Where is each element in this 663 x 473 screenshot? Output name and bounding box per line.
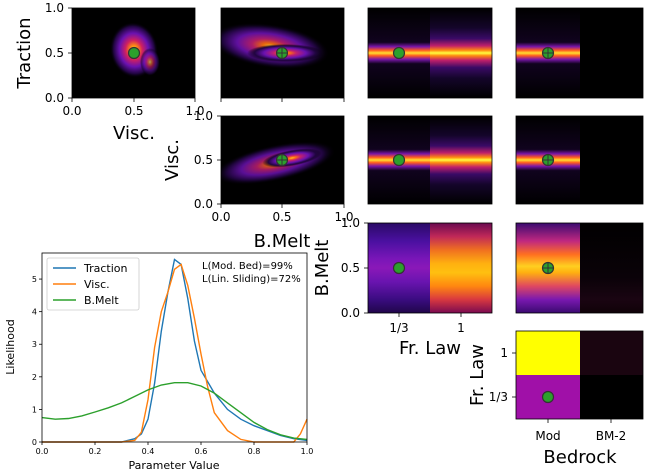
panel-frlaw-bedrock: 1 1/3 Mod BM-2 Bedrock Fr. Law (467, 330, 644, 468)
panel-traction-visc: 1.0 0.5 0.0 0.0 0.5 1.0 Visc. Traction (14, 1, 205, 144)
y-tick-label: 0 (32, 438, 37, 447)
legend-label: B.Melt (84, 294, 119, 307)
y-axis-label: Traction (14, 17, 35, 89)
y-ticks: 0 1 2 3 4 5 (32, 275, 42, 447)
x-tick-label: 0.6 (195, 447, 208, 456)
legend-label: Visc. (84, 278, 110, 291)
y-tick: 1/3 (489, 390, 508, 404)
y-tick: 1.0 (45, 1, 64, 15)
x-tick: 1 (457, 321, 465, 335)
y-tick-label: 5 (32, 275, 37, 284)
x-tick: 0.0 (211, 210, 230, 224)
x-tick: 1.0 (185, 104, 204, 118)
annotation: L(Mod. Bed)=99% (202, 261, 293, 272)
x-tick: 1/3 (389, 321, 408, 335)
series-line-bmelt (41, 382, 308, 441)
y-tick: 0.5 (341, 261, 360, 275)
panel-traction-frlaw (367, 7, 493, 99)
y-tick: 0.5 (194, 153, 213, 167)
panel-bmelt-frlaw: 1.0 0.5 0.0 1/3 1 Fr. Law B.Melt (312, 216, 493, 359)
y-tick: 0.0 (341, 306, 360, 320)
panel-traction-bmelt (220, 7, 345, 99)
y-tick-label: 4 (32, 308, 37, 317)
x-tick-label: 0.2 (89, 447, 102, 456)
panel-visc-frlaw (367, 115, 493, 205)
x-tick-label: 0.8 (248, 447, 261, 456)
x-tick-label: 1.0 (301, 447, 314, 456)
x-axis-label: Fr. Law (399, 338, 461, 359)
x-tick: 0.0 (62, 104, 81, 118)
series-line-traction (42, 258, 308, 443)
best-fit-marker (541, 390, 555, 404)
y-axis-label: Visc. (162, 139, 183, 181)
x-tick: 0.5 (272, 210, 291, 224)
y-tick: 1.0 (341, 216, 360, 230)
y-tick: 1.0 (194, 109, 213, 123)
x-tick-label: 0.4 (142, 447, 155, 456)
y-tick-label: 3 (32, 340, 37, 349)
panel-visc-bmelt: 1.0 0.5 0.0 0.0 0.5 1.0 B.Melt Visc. (162, 109, 354, 252)
y-tick: 0.5 (45, 46, 64, 60)
x-tick: BM-2 (596, 429, 627, 443)
y-tick-label: 1 (32, 405, 37, 414)
legend-label: Traction (83, 262, 128, 275)
y-axis-label: B.Melt (312, 240, 333, 297)
x-axis-label: Visc. (113, 123, 155, 144)
best-fit-marker (127, 46, 141, 60)
x-ticks: 0.0 0.2 0.4 0.6 0.8 1.0 (36, 442, 314, 456)
panel-visc-bedrock (515, 115, 644, 205)
panel-bmelt-bedrock (515, 222, 644, 314)
x-axis-label: Parameter Value (129, 459, 220, 472)
panel-traction-bedrock (515, 7, 644, 99)
y-tick: 1 (500, 346, 508, 360)
best-fit-marker (392, 261, 406, 275)
y-tick: 0.0 (194, 197, 213, 211)
likelihood-chart: 0.0 0.2 0.4 0.6 0.8 1.0 0 1 2 3 4 5 Parameter Valu… (4, 252, 314, 472)
x-tick: Mod (535, 429, 560, 443)
x-tick: 1.0 (334, 210, 353, 224)
annotation: L(Lin. Sliding)=72% (202, 274, 301, 285)
best-fit-marker (392, 153, 406, 167)
y-tick-label: 2 (32, 373, 37, 382)
x-axis-label: Bedrock (543, 447, 617, 468)
best-fit-marker (392, 46, 406, 60)
y-axis-label: Likelihood (4, 319, 17, 374)
legend: Traction Visc. B.Melt (46, 257, 140, 311)
y-tick: 0.0 (45, 91, 64, 105)
x-axis-label: B.Melt (254, 231, 311, 252)
panel-traction-bmelt-xticks (220, 98, 345, 102)
x-tick: 0.5 (124, 104, 143, 118)
x-tick-label: 0.0 (36, 447, 49, 456)
y-axis-label: Fr. Law (467, 344, 488, 406)
